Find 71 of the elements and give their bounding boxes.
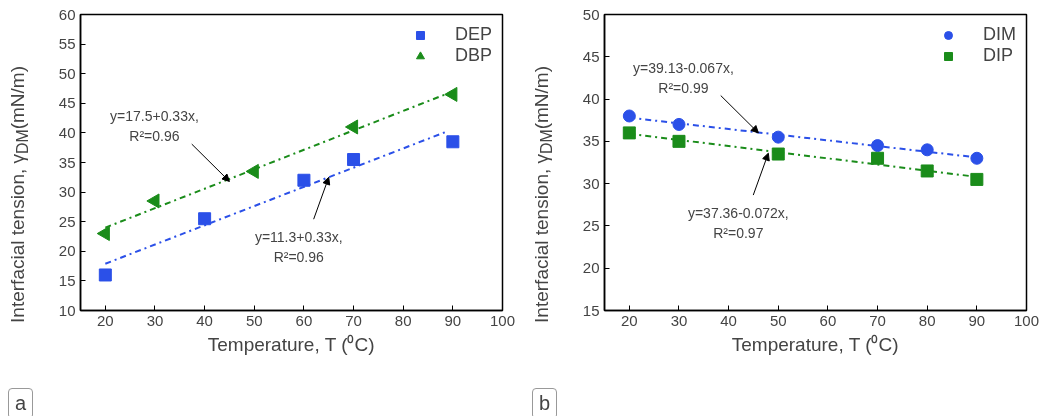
x-tick-label: 100 <box>1013 311 1040 329</box>
x-tick-label: 50 <box>769 311 787 329</box>
x-tick-label: 50 <box>245 311 263 329</box>
point <box>771 147 785 161</box>
point <box>198 212 212 226</box>
point <box>444 86 458 102</box>
text: b <box>532 388 558 416</box>
x-tick-label: 60 <box>819 311 837 329</box>
point <box>96 226 110 242</box>
point <box>920 143 934 157</box>
point <box>672 134 686 148</box>
point <box>622 126 636 140</box>
y-tick-label: 30 <box>582 174 600 192</box>
x-tick-label: 30 <box>670 311 688 329</box>
point <box>146 193 160 209</box>
x-tick-label: 40 <box>720 311 737 329</box>
x-tick-label: 40 <box>196 311 213 329</box>
y-tick-label: 50 <box>58 64 76 82</box>
y-tick-label: 15 <box>58 271 76 289</box>
y-tick-label: 20 <box>58 242 76 260</box>
y-tick-label: 20 <box>582 259 600 277</box>
x-tick-label: 90 <box>444 311 462 329</box>
x-tick-label: 60 <box>295 311 313 329</box>
point <box>622 109 636 123</box>
point <box>871 139 885 153</box>
legend-label: DIM <box>983 24 1016 45</box>
y-tick-label: 60 <box>58 5 76 23</box>
annotation: y=39.13-0.067x, R²=0.99 <box>633 59 734 96</box>
y-tick-label: 55 <box>58 35 76 53</box>
point <box>344 119 359 135</box>
legend-label: DIP <box>983 45 1014 66</box>
annotation: y=17.5+0.33x, R²=0.96 <box>110 108 199 145</box>
x-tick-label: 70 <box>345 311 362 329</box>
annotation: y=37.36-0.072x, R²=0.97 <box>687 205 789 242</box>
point <box>297 173 311 187</box>
y-tick-label: 40 <box>582 90 600 108</box>
point <box>347 153 361 167</box>
y-tick-label: 25 <box>58 212 76 230</box>
point <box>672 117 686 131</box>
x-tick-label: 100 <box>489 311 516 329</box>
x-tick-label: 70 <box>869 311 886 329</box>
x-tick-label: 20 <box>96 311 114 329</box>
y-tick-label: 35 <box>58 153 76 171</box>
y-tick-label: 10 <box>58 301 76 319</box>
y-tick-label: 15 <box>582 301 600 319</box>
x-tick-label: 30 <box>146 311 164 329</box>
point <box>446 135 460 149</box>
x-tick-label: 80 <box>394 311 412 329</box>
y-tick-label: 25 <box>582 216 600 234</box>
point <box>970 151 984 165</box>
point <box>245 163 259 179</box>
x-tick-label: 90 <box>968 311 986 329</box>
y-tick-label: 35 <box>582 132 600 150</box>
y-tick-label: 50 <box>582 5 600 23</box>
point <box>98 268 112 282</box>
point <box>871 151 885 165</box>
point <box>920 164 934 178</box>
y-tick-label: 45 <box>582 47 600 65</box>
x-tick-label: 20 <box>620 311 638 329</box>
point <box>970 172 984 186</box>
x-axis-title: Temperature, T (⁰C) <box>731 333 899 355</box>
x-tick-label: 80 <box>918 311 936 329</box>
legend-label: DBP <box>454 45 492 66</box>
y-tick-label: 30 <box>58 183 76 201</box>
legend-label: DEP <box>454 24 492 45</box>
x-axis-title: Temperature, T (⁰C) <box>207 333 375 355</box>
point <box>771 130 785 144</box>
text: a <box>8 388 34 416</box>
y-tick-label: 40 <box>58 123 76 141</box>
y-tick-label: 45 <box>58 94 76 112</box>
annotation: y=11.3+0.33x, R²=0.96 <box>254 229 343 266</box>
